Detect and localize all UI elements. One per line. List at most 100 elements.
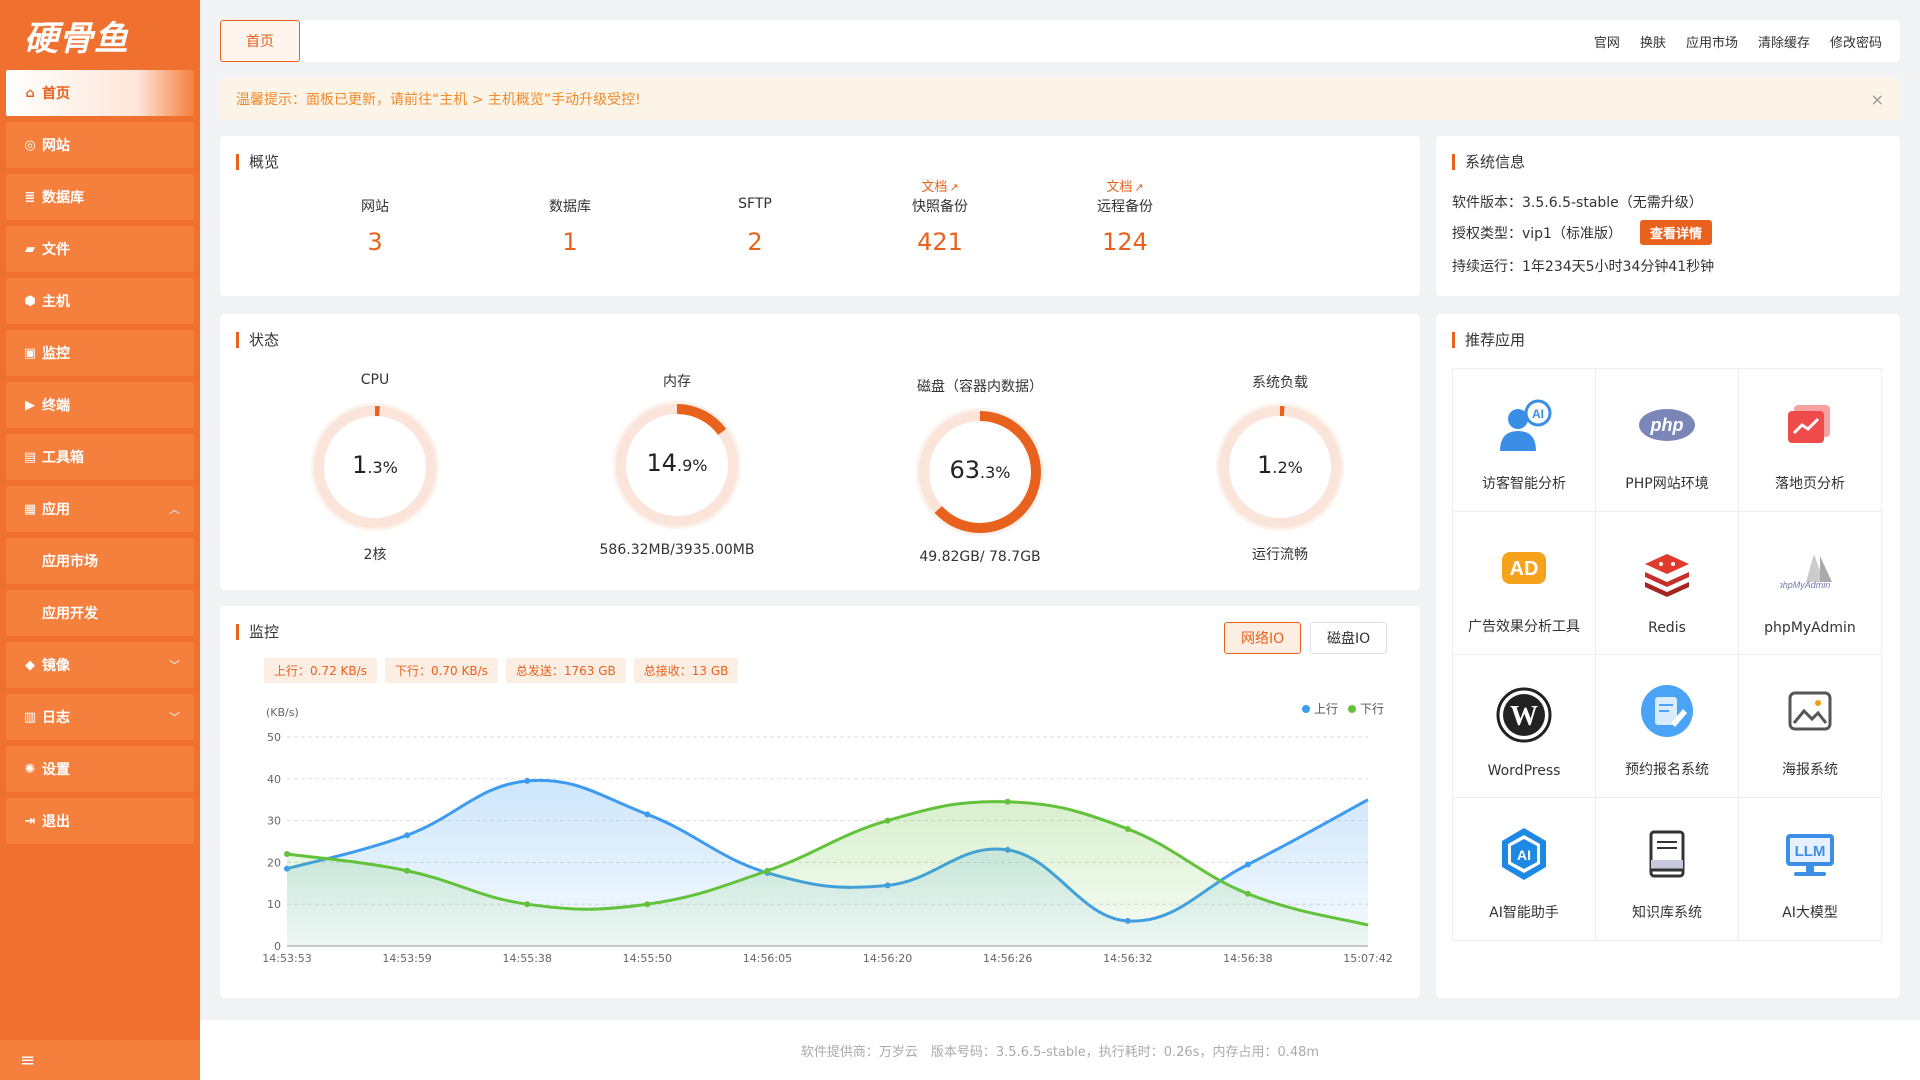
sidebar-item-1[interactable]: ◎ 网站 [6,122,194,168]
link-clear-cache[interactable]: 清除缓存 [1757,35,1810,51]
gauge-title: 内存 [663,374,691,390]
gauge-value-int: 14 [646,449,678,477]
y-tick-label: 50 [267,731,281,744]
app-card[interactable]: AI 访客智能分析 [1453,369,1596,512]
doc-link[interactable]: 文档 ↗ [1025,176,1225,195]
sidebar-item-7[interactable]: ▤ 工具箱 [6,434,194,480]
legend-download[interactable]: 下行 [1347,700,1384,717]
app-card[interactable]: W WordPress [1453,655,1596,798]
tab-disk-io[interactable]: 磁盘IO [1310,622,1388,654]
sidebar-item-8[interactable]: ▦ 应用 ︿ [6,486,194,532]
sidebar-item-14[interactable]: ⇥ 退出 [6,798,194,844]
app-card[interactable]: php PHP网站环境 [1596,369,1739,512]
gauge-value-dec: .9 [677,456,693,475]
overview-title: 概览 [236,154,279,170]
sidebar-item-5[interactable]: ▣ 监控 [6,330,194,376]
x-tick-label: 14:53:53 [262,952,311,965]
chevron-down-icon: ﹀ [169,659,180,672]
app-card[interactable]: LLM AI大模型 [1739,798,1882,941]
legend-dot [1347,705,1356,713]
overview-label: 数据库 [549,199,591,215]
data-point [404,832,411,839]
tab-network-io[interactable]: 网络IO [1224,622,1302,654]
svg-text:phpMyAdmin: phpMyAdmin [1780,580,1830,590]
sidebar-item-10[interactable]: 应用开发 [6,590,194,636]
sidebar-item-label: 应用市场 [42,554,98,570]
sidebar-item-6[interactable]: ▶ 终端 [6,382,194,428]
doc-link[interactable]: 文档 ↗ [840,176,1040,195]
globe-icon: ◎ [24,137,36,153]
app-card[interactable]: 预约报名系统 [1596,655,1739,798]
sidebar-item-11[interactable]: ◆ 镜像 ﹀ [6,642,194,688]
chart-legend: 上行 下行 [1301,700,1384,717]
sidebar-item-label: 工具箱 [42,450,84,466]
sidebar: 硬骨鱼 ⌂ 首页 ◎ 网站 ≣ 数据库 ▰ 文件 ⬢ 主机 ▣ 监控 ▶ 终端 ▤ 工具箱 ▦ 应用 ︿ 应用市场应用… [0,0,200,1080]
app-card[interactable]: Redis [1596,512,1739,655]
uptime: 持续运行：1年234天5小时34分钟41秒钟 [1452,259,1715,275]
app-card[interactable]: 落地页分析 [1739,369,1882,512]
app-card[interactable]: AD 广告效果分析工具 [1453,512,1596,655]
sidebar-item-0[interactable]: ⌂ 首页 [6,70,194,116]
y-tick-label: 20 [267,856,281,869]
gauge-progress-arc [919,411,1041,533]
gauge-value-unit: % [382,458,398,477]
app-label: AI智能助手 [1489,905,1559,921]
sidebar-item-label: 数据库 [42,190,84,206]
terminal-icon: ▶ [25,397,35,413]
chevron-down-icon: ﹀ [169,711,180,724]
app-card[interactable]: AI AI智能助手 [1453,798,1596,941]
gauge-outer-ring [1216,403,1344,531]
app-label: 广告效果分析工具 [1468,619,1580,635]
menu-toggle-icon: ≡ [20,1049,36,1071]
app-label: phpMyAdmin [1764,620,1856,636]
x-tick-label: 14:55:38 [503,952,552,965]
sidebar-item-4[interactable]: ⬢ 主机 [6,278,194,324]
gauge-progress-arc [1219,406,1341,528]
close-icon[interactable]: × [1870,89,1884,109]
tab-home[interactable]: 首页 [220,20,300,62]
sidebar-item-label: 日志 [42,710,70,726]
legend-upload[interactable]: 上行 [1301,700,1338,717]
link-change-password[interactable]: 修改密码 [1829,35,1882,51]
logo: 硬骨鱼 [24,18,129,59]
update-notice: 温馨提示：面板已更新，请前往“主机 > 主机概览”手动升级受控! × [220,78,1900,120]
sidebar-item-label: 文件 [42,242,70,258]
gauge-value-dec: .3 [980,463,996,482]
sidebar-item-label: 终端 [42,398,70,414]
sidebar-item-13[interactable]: ✺ 设置 [6,746,194,792]
io-stats: 上行：0.72 KB/s 下行：0.70 KB/s 总发送：1763 GB 总接… [264,658,739,683]
sidebar-item-2[interactable]: ≣ 数据库 [6,174,194,220]
gauge-title: 磁盘（容器内数据） [917,379,1043,395]
gauge-value-dec: .3 [367,458,383,477]
data-point [1004,798,1011,805]
image-icon: ◆ [25,657,35,673]
monitor-title: 监控 [236,624,279,640]
link-skin[interactable]: 换肤 [1639,35,1666,51]
app-label: 落地页分析 [1775,476,1845,492]
sidebar-item-9[interactable]: 应用市场 [6,538,194,584]
landing-page-icon [1780,395,1840,455]
gauge-value: 63.3% [880,456,1080,484]
ai-assistant-icon: AI [1494,824,1554,884]
app-card[interactable]: phpMyAdmin phpMyAdmin [1739,512,1882,655]
app-card[interactable]: 海报系统 [1739,655,1882,798]
sidebar-menu: ⌂ 首页 ◎ 网站 ≣ 数据库 ▰ 文件 ⬢ 主机 ▣ 监控 ▶ 终端 ▤ 工具箱 ▦ 应用 ︿ 应用市场应用开发 ◆ 镜… [0,70,200,844]
data-point [644,901,651,908]
status-card: 状态 CPU 1.3% 2核 内存 14.9% 586.32MB/3935.00MB 磁盘（… [220,314,1420,590]
view-details-button[interactable]: 查看详情 [1639,220,1712,245]
phpmyadmin-icon: phpMyAdmin [1780,542,1840,602]
knowledge-base-icon [1637,824,1697,884]
notice-text: 温馨提示：面板已更新，请前往“主机 > 主机概览”手动升级受控! [236,92,641,108]
link-official-site[interactable]: 官网 [1593,35,1620,51]
y-tick-label: 30 [267,815,281,828]
app-card[interactable]: 知识库系统 [1596,798,1739,941]
app-label: 海报系统 [1782,762,1838,778]
app-label: WordPress [1487,763,1561,779]
link-app-market[interactable]: 应用市场 [1685,35,1738,51]
folder-icon: ▰ [25,241,35,257]
llm-icon: LLM [1780,824,1840,884]
sidebar-item-12[interactable]: ▥ 日志 ﹀ [6,694,194,740]
sidebar-item-3[interactable]: ▰ 文件 [6,226,194,272]
collapse-sidebar-button[interactable]: ≡ [0,1040,200,1080]
sidebar-item-label: 设置 [42,762,70,778]
